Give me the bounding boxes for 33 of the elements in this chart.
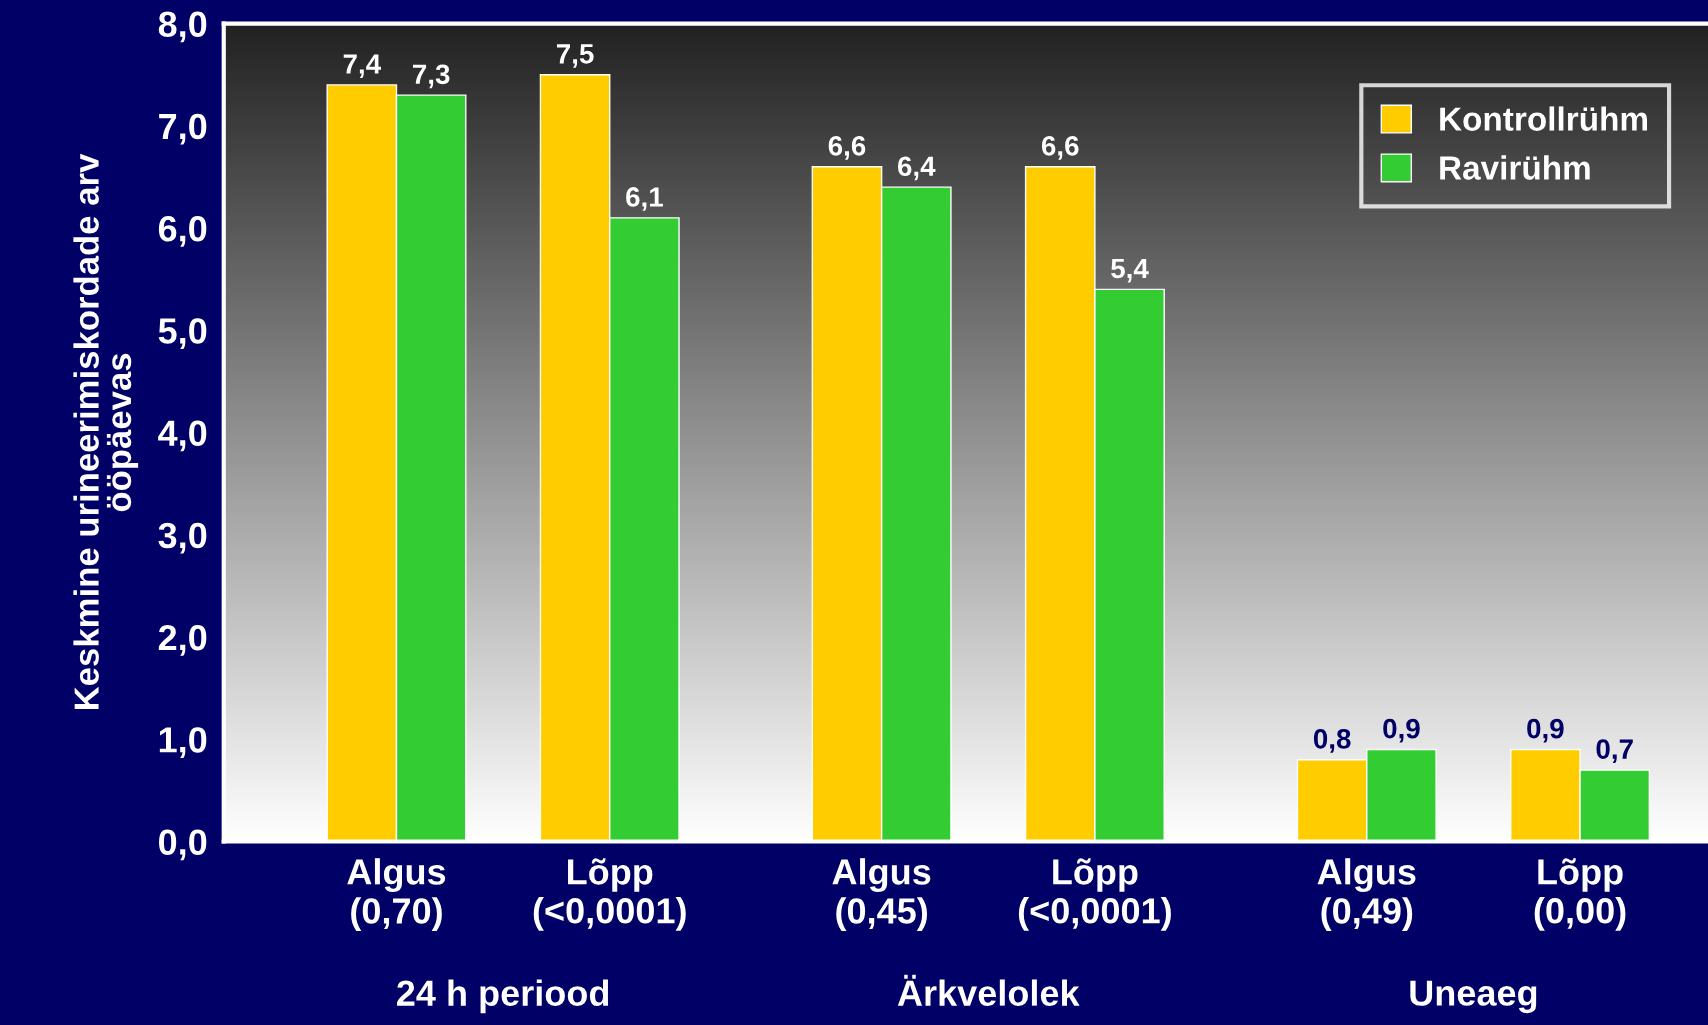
data-label: 0,7 bbox=[1596, 739, 1633, 763]
y-tick-label: 3,0 bbox=[158, 522, 207, 554]
y-axis-title: Keskmine urineerimiskordade arv ööpäevas bbox=[73, 153, 139, 710]
data-label: 0,9 bbox=[1527, 718, 1564, 743]
data-label: 5,4 bbox=[1111, 258, 1149, 283]
legend-label: Kontrollrühm bbox=[1440, 106, 1648, 131]
x-tick-label: Lõpp (0,00) bbox=[1534, 858, 1626, 931]
y-tick-label: 7,0 bbox=[159, 113, 207, 145]
data-label: 6,6 bbox=[1041, 136, 1079, 160]
data-label: 6,4 bbox=[898, 156, 936, 181]
data-label: 6,1 bbox=[626, 187, 663, 211]
text: 24 h periood bbox=[397, 979, 609, 1014]
y-tick-label: 0,0 bbox=[159, 829, 207, 861]
x-tick-label: Algus (0,70) bbox=[347, 858, 446, 931]
y-tick-label: 1,0 bbox=[159, 727, 207, 758]
y-tick-label: 4,0 bbox=[158, 420, 207, 452]
y-tick-label: 5,0 bbox=[158, 318, 207, 349]
data-label: 0,9 bbox=[1383, 718, 1420, 743]
data-label: 7,4 bbox=[343, 54, 381, 78]
text: Ärkvelolek bbox=[897, 974, 1080, 1006]
x-tick-label: Algus (0,45) bbox=[832, 858, 931, 931]
x-tick-label: Lõpp (<0,0001) bbox=[1018, 858, 1171, 931]
data-label: 0,8 bbox=[1313, 729, 1351, 753]
x-tick-label: Algus (0,49) bbox=[1317, 858, 1416, 931]
data-label: 7,5 bbox=[556, 44, 594, 68]
text: Uneaeg bbox=[1410, 980, 1537, 1014]
y-tick-label: 2,0 bbox=[158, 624, 207, 656]
y-tick-label: 6,0 bbox=[158, 215, 207, 247]
x-tick-label: Lõpp (<0,0001) bbox=[533, 858, 686, 931]
data-label: 7,3 bbox=[413, 64, 450, 89]
y-tick-label: 8,0 bbox=[158, 11, 207, 43]
data-label: 6,6 bbox=[828, 136, 866, 160]
legend-label: Ravirühm bbox=[1440, 155, 1590, 180]
